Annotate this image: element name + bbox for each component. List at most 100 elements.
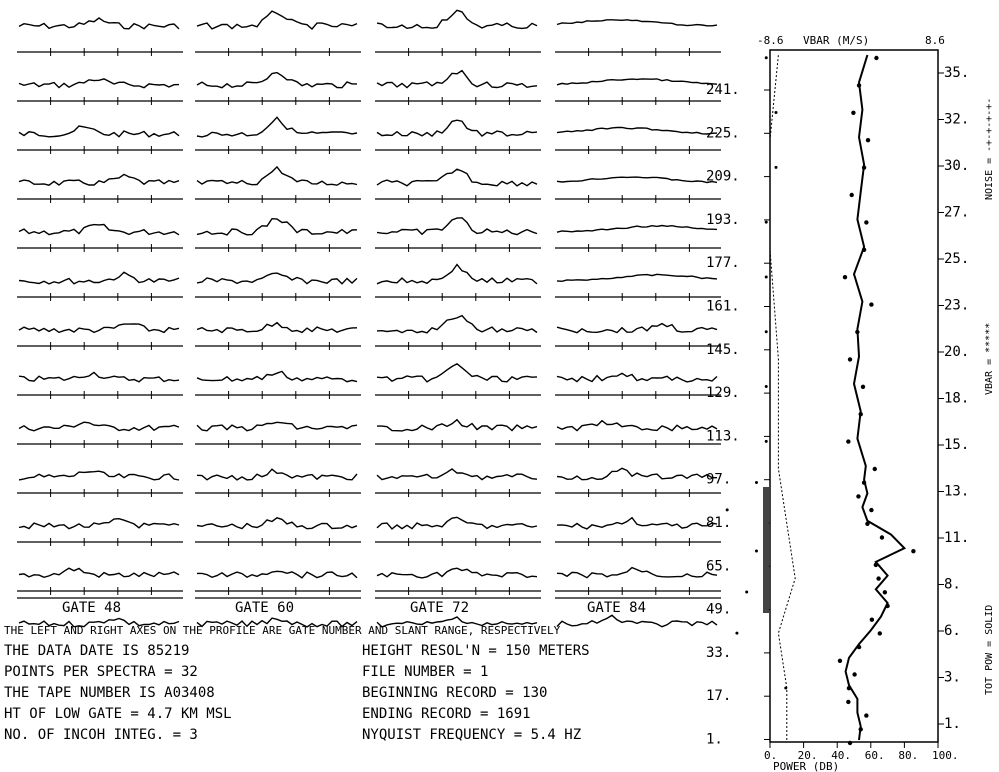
info-incoh-integ: NO. OF INCOH INTEG. = 3 [4, 727, 198, 743]
profile-series [725, 54, 916, 746]
gate-label-60: GATE 60 [235, 600, 294, 616]
spectrum-curve [18, 421, 180, 432]
power-tick-label: 0. [764, 749, 777, 762]
info-left: THE DATA DATE IS 85219 POINTS PER SPECTR… [4, 643, 232, 743]
vbar-point [764, 220, 768, 224]
vbar-point [774, 111, 778, 115]
noise-point [846, 439, 851, 444]
noise-point [882, 590, 888, 595]
noise-point [877, 631, 882, 636]
noise-point [869, 507, 874, 513]
spectrum-curve [376, 263, 538, 285]
spectrum-curve [196, 165, 358, 186]
gate-tick-label: 225. [706, 125, 740, 141]
info-height-resol: HEIGHT RESOL'N = 150 METERS [362, 643, 590, 659]
power-axis-title: POWER (DB) [773, 760, 839, 772]
range-tick-label: 23. [944, 298, 969, 314]
spectra-grid [17, 9, 721, 628]
noise-point [874, 55, 879, 61]
noise-point [847, 357, 853, 362]
vbar-point [764, 275, 768, 279]
spectrum-curve [196, 421, 358, 432]
gate-tick-label: 65. [706, 558, 731, 574]
range-tick-label: 1. [944, 716, 961, 732]
spectrum-curve [376, 314, 538, 334]
gate-tick-label: 81. [706, 515, 731, 531]
gate-tick-label: 145. [706, 342, 740, 358]
noise-point [847, 740, 853, 746]
range-tick-label: 32. [944, 112, 969, 128]
info-points-per-spectra: POINTS PER SPECTRA = 32 [4, 664, 198, 680]
noise-line [769, 54, 796, 740]
spectrum-curve [376, 217, 538, 236]
spectrum-curve [196, 217, 358, 236]
profile-chart: -8.6 VBAR (M/S) 8.6 POWER (DB) 241.225.2… [706, 34, 969, 772]
noise-point [860, 384, 866, 389]
axes-caption: THE LEFT AND RIGHT AXES ON THE PROFILE A… [4, 624, 561, 637]
spectrum-curve [196, 272, 358, 285]
noise-point [861, 480, 867, 485]
range-tick-label: 30. [944, 158, 969, 174]
vbar-axis-title: VBAR (M/S) [803, 34, 869, 47]
spectrum-curve [376, 168, 538, 187]
gate-axis-ticks: 241. 225. 209. 193. 177. 161. 145. 129. 113. 97. 8… [706, 82, 770, 748]
spectrum-curve [18, 271, 180, 285]
gate-tick-label: 129. [706, 385, 740, 401]
spectrum-curve [556, 224, 718, 233]
range-tick-label: 25. [944, 251, 969, 267]
noise-point [856, 494, 861, 499]
noise-point [869, 617, 875, 622]
spectrum-curve [18, 173, 180, 186]
power-tick-label: 80. [898, 749, 918, 762]
range-tick-label: 11. [944, 530, 969, 546]
gate-tick-label: 161. [706, 299, 740, 315]
vbar-point [774, 165, 778, 169]
noise-point [856, 83, 862, 88]
gate-tick-label: 241. [706, 82, 740, 98]
noise-point [865, 521, 870, 526]
info-beginning-record: BEGINNING RECORD = 130 [362, 685, 547, 701]
power-tick-label: 100. [932, 749, 959, 762]
spectrum-curve [18, 223, 180, 236]
vbar-point [784, 686, 788, 690]
spectrum-curve [376, 567, 538, 579]
power-axis-ticks: 0. 20. 40. 60. 80. 100. [764, 742, 959, 762]
vbar-point [725, 508, 729, 512]
profile-legend: NOISE = -+-+-+-+- VBAR = ***** TOT POW =… [984, 98, 995, 695]
spectrum-curve [556, 566, 718, 579]
spectrum-curve [376, 616, 538, 628]
tot-pow-line [844, 54, 907, 741]
info-right: HEIGHT RESOL'N = 150 METERS FILE NUMBER … [362, 643, 590, 743]
noise-point [861, 165, 867, 170]
power-tick-label: 60. [865, 749, 885, 762]
noise-point [885, 603, 890, 609]
gate-label-72: GATE 72 [410, 600, 469, 616]
noise-point [864, 220, 869, 225]
spectrum-curve [556, 516, 718, 530]
noise-point [837, 658, 843, 663]
spectrum-curve [196, 468, 358, 481]
spectrum-curve [556, 322, 718, 334]
info-data-date: THE DATA DATE IS 85219 [4, 643, 189, 659]
spectrum-curve [18, 617, 180, 628]
range-tick-label: 27. [944, 205, 969, 221]
noise-point [858, 727, 863, 732]
info-nyquist: NYQUIST FREQUENCY = 5.4 HZ [362, 727, 581, 743]
info-ending-record: ENDING RECORD = 1691 [362, 706, 531, 722]
range-tick-label: 20. [944, 344, 969, 360]
spectrum-curve [196, 321, 358, 334]
spectrum-curve [196, 370, 358, 383]
vbar-max-label: 8.6 [925, 34, 945, 47]
gate-tick-label: 209. [706, 169, 740, 185]
power-tick-label: 20. [798, 749, 818, 762]
gate-tick-label: 17. [706, 688, 731, 704]
legend-tot-pow: TOT POW = SOLID [984, 605, 995, 695]
spectrum-curve [556, 176, 718, 184]
spectrum-curve [196, 71, 357, 89]
spectrum-curve [18, 78, 180, 89]
gate-labels: GATE 48 GATE 60 GATE 72 GATE 84 [62, 600, 646, 616]
noise-point [851, 110, 856, 116]
noise-point [855, 329, 860, 335]
gate-label-48: GATE 48 [62, 600, 121, 616]
spectrum-curve [556, 467, 717, 481]
